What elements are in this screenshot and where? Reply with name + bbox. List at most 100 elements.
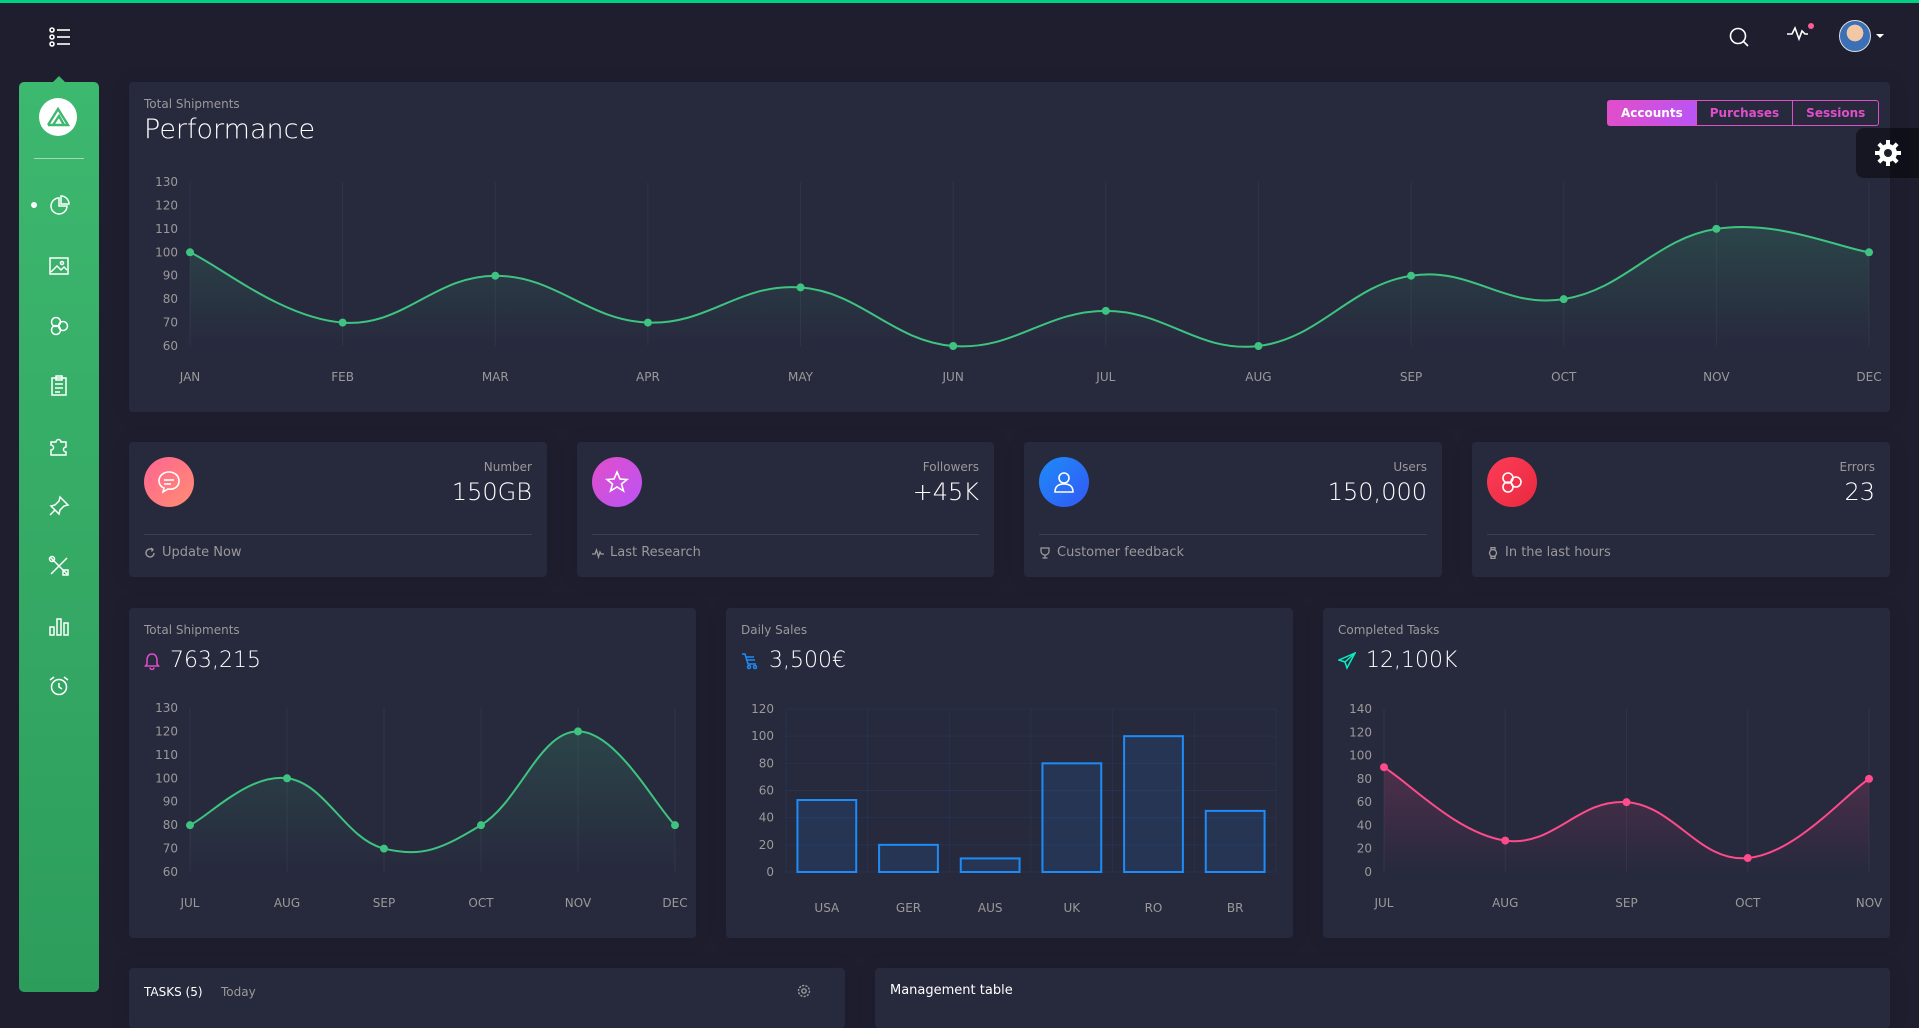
card-category: Total Shipments bbox=[144, 623, 240, 637]
refresh-icon bbox=[145, 546, 155, 558]
data-point bbox=[574, 727, 582, 736]
data-point bbox=[1865, 248, 1873, 257]
stat-footer[interactable]: Customer feedback bbox=[1039, 545, 1184, 560]
x-tick-label: AUS bbox=[978, 901, 1003, 915]
stat-footer[interactable]: Last Research bbox=[592, 545, 701, 560]
star-icon bbox=[592, 457, 642, 507]
tab-accounts[interactable]: Accounts bbox=[1607, 100, 1697, 126]
settings-gear-icon[interactable] bbox=[1856, 128, 1919, 178]
search-icon[interactable] bbox=[1725, 23, 1753, 51]
data-point bbox=[643, 318, 652, 327]
performance-title: Performance bbox=[144, 114, 316, 145]
y-tick-label: 120 bbox=[1349, 725, 1372, 739]
y-tick-label: 130 bbox=[155, 701, 178, 715]
data-point bbox=[380, 844, 388, 853]
y-tick-label: 140 bbox=[1349, 702, 1372, 716]
x-tick-label: NOV bbox=[565, 896, 592, 910]
data-point bbox=[1254, 342, 1263, 350]
stat-card-number: Number 150GB Update Now bbox=[129, 442, 547, 577]
sidebar-item-pie-chart[interactable] bbox=[39, 186, 79, 226]
avatar-photo bbox=[1839, 20, 1871, 52]
stat-divider bbox=[1039, 534, 1427, 535]
stat-footer[interactable]: Update Now bbox=[144, 545, 242, 560]
x-tick-label: USA bbox=[814, 901, 840, 915]
completed-tasks-card: Completed Tasks 12,100K JUL AUG SEP OCT NOV 1… bbox=[1323, 608, 1890, 938]
performance-category: Total Shipments bbox=[144, 97, 240, 111]
stat-value: +45K bbox=[912, 478, 979, 506]
tab-sessions[interactable]: Sessions bbox=[1792, 100, 1880, 126]
stat-card-users: Users 150,000 Customer feedback bbox=[1024, 442, 1442, 577]
card-category: Daily Sales bbox=[741, 623, 808, 637]
clipboard-icon bbox=[51, 375, 67, 396]
sidebar-item-alarm[interactable] bbox=[39, 666, 79, 706]
x-tick-label: JUL bbox=[1373, 896, 1393, 910]
data-point bbox=[491, 271, 500, 280]
sidebar-item-image[interactable] bbox=[39, 246, 79, 286]
y-tick-label: 90 bbox=[163, 269, 178, 283]
y-tick-label: 80 bbox=[163, 292, 178, 306]
tasks-subtitle: Today bbox=[221, 985, 256, 999]
tasks-card: TASKS (5) Today bbox=[129, 968, 845, 1028]
stat-category: Followers bbox=[922, 460, 979, 474]
performance-line-chart: JAN FEB MAR APR MAY JUN JUL AUG SEP OCT NOV DEC 130 1… bbox=[155, 175, 1882, 384]
stat-footer-text: Customer feedback bbox=[1057, 545, 1184, 560]
series-area bbox=[1384, 767, 1869, 872]
y-tick-label: 100 bbox=[1349, 749, 1372, 763]
data-point bbox=[1622, 798, 1631, 807]
daily-sales-card: Daily Sales 3,500€ 120 100 80 60 40 20 0 USA GER… bbox=[726, 608, 1293, 938]
y-tick-label: 80 bbox=[759, 756, 774, 770]
logo-triangle-icon[interactable] bbox=[39, 98, 77, 136]
tab-purchases[interactable]: Purchases bbox=[1695, 100, 1794, 126]
bar bbox=[1041, 762, 1103, 873]
menu-list-icon[interactable] bbox=[46, 23, 74, 51]
x-tick-label: NOV bbox=[1856, 896, 1883, 910]
y-tick-label: 20 bbox=[759, 838, 774, 852]
sidebar-item-pin[interactable] bbox=[39, 486, 79, 526]
activity-icon[interactable] bbox=[1783, 19, 1815, 47]
caret-down-icon bbox=[1876, 34, 1884, 38]
sidebar-item-puzzle[interactable] bbox=[39, 426, 79, 466]
sidebar-item-tools[interactable] bbox=[39, 546, 79, 586]
card-value: 3,500€ bbox=[769, 648, 846, 673]
y-tick-label: 0 bbox=[1364, 865, 1372, 879]
trophy-icon bbox=[1040, 546, 1050, 559]
x-tick-label: OCT bbox=[468, 896, 494, 910]
y-tick-label: 100 bbox=[155, 771, 178, 785]
y-tick-label: 110 bbox=[155, 748, 178, 762]
bar bbox=[878, 843, 939, 873]
y-tick-label: 130 bbox=[155, 175, 178, 189]
bell-icon bbox=[144, 652, 160, 670]
avatar[interactable] bbox=[1838, 19, 1886, 53]
card-value: 12,100K bbox=[1366, 648, 1458, 673]
bar bbox=[796, 799, 858, 873]
sidebar-item-clipboard[interactable] bbox=[39, 366, 79, 406]
stat-footer-text: Last Research bbox=[610, 545, 701, 560]
data-point bbox=[1743, 854, 1752, 863]
settings-icon[interactable] bbox=[797, 983, 811, 1002]
y-tick-label: 70 bbox=[163, 842, 178, 856]
bar-chart-icon bbox=[49, 618, 69, 636]
x-tick-label: OCT bbox=[1735, 896, 1761, 910]
card-value: 763,215 bbox=[170, 648, 261, 673]
sidebar-item-bar-chart[interactable] bbox=[39, 606, 79, 646]
sidebar-item-atom[interactable] bbox=[39, 306, 79, 346]
stat-footer[interactable]: In the last hours bbox=[1487, 545, 1611, 560]
card-category: Completed Tasks bbox=[1338, 623, 1440, 637]
navbar bbox=[0, 3, 1919, 71]
chat-icon bbox=[144, 457, 194, 507]
data-point bbox=[1101, 306, 1110, 315]
pie-chart-icon bbox=[50, 195, 70, 215]
x-tick-label: MAY bbox=[788, 370, 814, 384]
pulse-icon bbox=[592, 547, 604, 559]
x-tick-label: AUG bbox=[274, 896, 300, 910]
completed-tasks-line-chart: JUL AUG SEP OCT NOV 140 120 100 80 60 40 20 0 bbox=[1349, 702, 1883, 910]
card-title: 3,500€ bbox=[741, 648, 846, 673]
data-point bbox=[477, 821, 485, 830]
y-tick-label: 120 bbox=[751, 702, 774, 716]
data-point bbox=[1380, 763, 1388, 772]
sidebar bbox=[19, 76, 99, 992]
stat-category: Number bbox=[483, 460, 532, 474]
y-tick-label: 120 bbox=[155, 724, 178, 738]
x-tick-label: BR bbox=[1227, 901, 1244, 915]
sidebar-divider bbox=[34, 158, 84, 159]
